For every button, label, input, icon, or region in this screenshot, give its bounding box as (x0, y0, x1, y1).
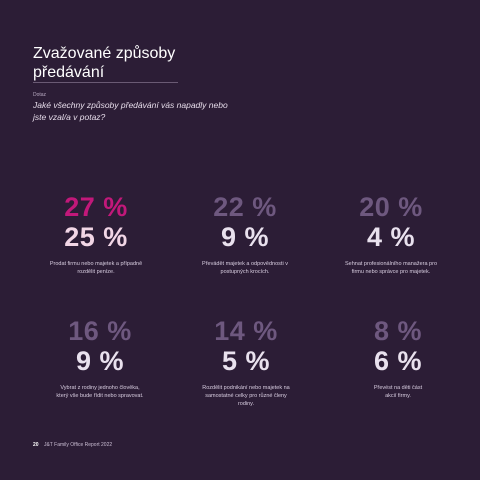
stat-value-primary: 27 % (64, 192, 128, 222)
stat-card: 20 % 4 % Sehnat profesionálního manažera… (331, 192, 451, 276)
title-divider (33, 82, 178, 83)
stat-value-primary: 20 % (359, 192, 423, 222)
question-text: Jaké všechny způsoby předávání vás napad… (33, 100, 228, 122)
stat-value-primary: 22 % (213, 192, 277, 222)
stat-description: Převádět majetek a odpovědnosti v postup… (202, 261, 288, 275)
stat-card: 22 % 9 % Převádět majetek a odpovědnosti… (185, 192, 305, 276)
stat-value-secondary: 4 % (366, 222, 416, 252)
stat-value-secondary: 9 % (75, 346, 125, 376)
stat-value-primary: 16 % (68, 316, 132, 346)
stat-description: Sehnat profesionálního manažera pro firm… (344, 261, 438, 275)
stat-description: Prodat firmu nebo majetek a případně roz… (49, 261, 143, 275)
stat-value-primary: 8 % (373, 316, 423, 346)
page-title: Zvažované způsoby předávání (33, 45, 176, 81)
stat-card: 14 % 5 % Rozdělit podnikání nebo majetek… (186, 316, 306, 408)
stat-card: 8 % 6 % Převést na děti část akcií firmy… (338, 316, 458, 400)
stat-value-secondary: 6 % (373, 346, 423, 376)
stat-value-secondary: 5 % (221, 346, 271, 376)
question-label: Dotaz (33, 92, 47, 98)
stat-value-secondary: 9 % (220, 222, 270, 252)
stat-description: Rozdělit podnikání nebo majetek na samos… (202, 385, 290, 407)
stat-description: Vybrat z rodiny jednoho člověka, který v… (56, 385, 144, 399)
stat-card: 27 % 25 % Prodat firmu nebo majetek a př… (36, 192, 156, 276)
page-footer: 20 J&T Family Office Report 2022 (33, 442, 112, 448)
stat-description: Převést na děti část akcií firmy. (373, 385, 423, 399)
page-number: 20 (33, 442, 39, 448)
stat-value-primary: 14 % (214, 316, 278, 346)
stat-card: 16 % 9 % Vybrat z rodiny jednoho člověka… (40, 316, 160, 400)
stat-value-secondary: 25 % (64, 222, 128, 252)
report-name: J&T Family Office Report 2022 (43, 442, 113, 448)
